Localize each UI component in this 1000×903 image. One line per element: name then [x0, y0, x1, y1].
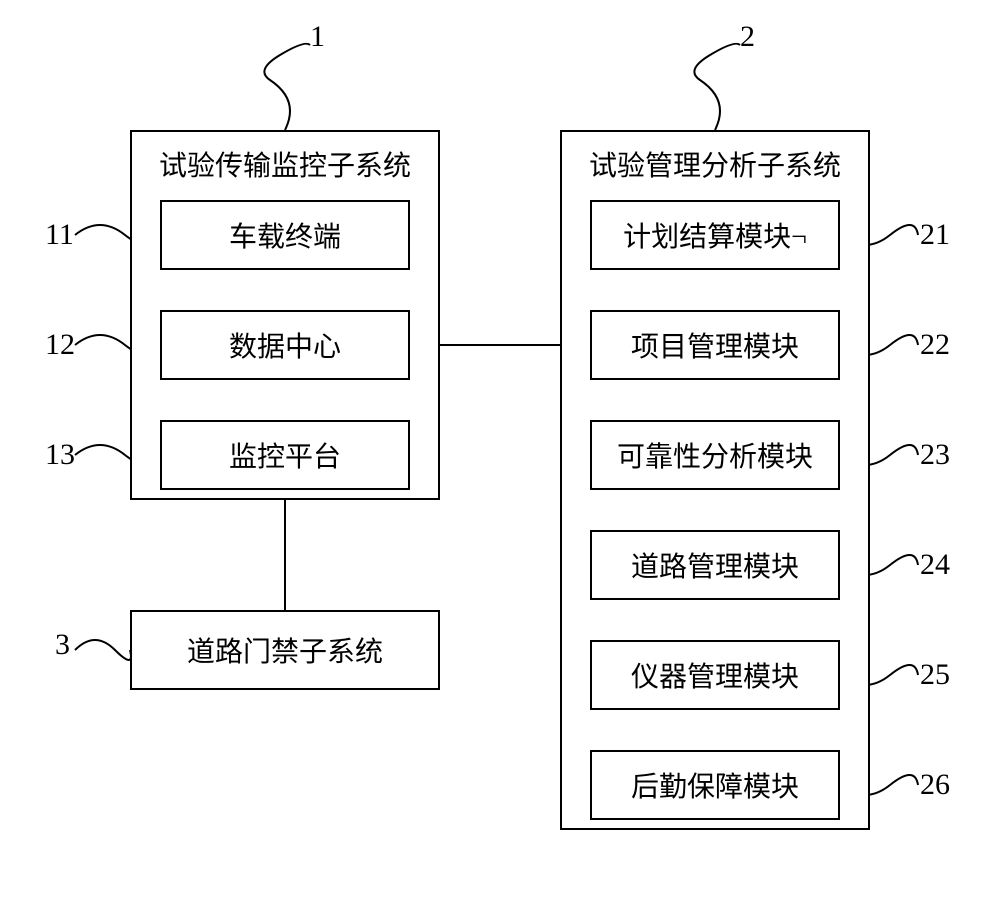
diagram-canvas: 试验传输监控子系统 试验管理分析子系统 道路门禁子系统 车载终端数据中心监控平台… [0, 0, 1000, 903]
right-module-label: 仪器管理模块 [631, 655, 799, 695]
right-subsystem-title: 试验管理分析子系统 [589, 144, 841, 184]
ref-label-22: 22 [920, 328, 950, 362]
left-module-label: 数据中心 [229, 325, 341, 365]
left-module-box: 车载终端 [160, 200, 410, 270]
left-module-label: 车载终端 [229, 215, 341, 255]
right-module-box: 后勤保障模块 [590, 750, 840, 820]
ref-label-13: 13 [45, 438, 75, 472]
ref-label-11: 11 [45, 218, 74, 252]
right-module-box: 项目管理模块 [590, 310, 840, 380]
right-module-label: 可靠性分析模块 [617, 435, 813, 475]
right-module-label: 道路管理模块 [631, 545, 799, 585]
left-module-box: 数据中心 [160, 310, 410, 380]
ref-label-24: 24 [920, 548, 950, 582]
standalone-subsystem-label: 道路门禁子系统 [187, 630, 383, 670]
ref-label-26: 26 [920, 768, 950, 802]
standalone-subsystem-box: 道路门禁子系统 [130, 610, 440, 690]
ref-label-21: 21 [920, 218, 950, 252]
right-module-box: 仪器管理模块 [590, 640, 840, 710]
ref-label-3: 3 [55, 628, 70, 662]
right-module-box: 可靠性分析模块 [590, 420, 840, 490]
right-module-label: 后勤保障模块 [631, 765, 799, 805]
ref-label-23: 23 [920, 438, 950, 472]
left-module-label: 监控平台 [229, 435, 341, 475]
left-subsystem-title: 试验传输监控子系统 [159, 144, 411, 184]
right-module-label: 计划结算模块¬ [623, 215, 807, 255]
right-module-box: 计划结算模块¬ [590, 200, 840, 270]
ref-label-2: 2 [740, 20, 755, 54]
ref-label-25: 25 [920, 658, 950, 692]
ref-label-1: 1 [310, 20, 325, 54]
ref-label-12: 12 [45, 328, 75, 362]
right-module-label: 项目管理模块 [631, 325, 799, 365]
right-module-box: 道路管理模块 [590, 530, 840, 600]
left-module-box: 监控平台 [160, 420, 410, 490]
